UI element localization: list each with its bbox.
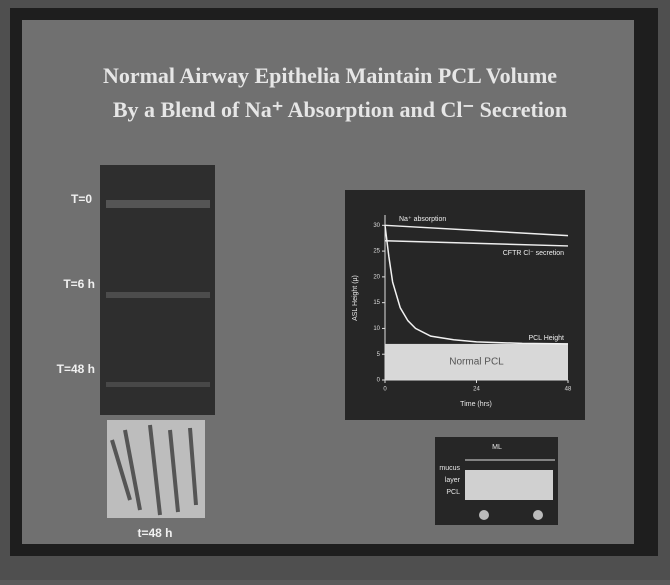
y-tick-label: 25 xyxy=(373,249,380,255)
normal-pcl-band xyxy=(385,343,568,380)
diagram-cell xyxy=(533,510,543,520)
y-tick-label: 15 xyxy=(373,300,380,306)
thumbnail-texture xyxy=(110,424,198,516)
diagram-cell xyxy=(479,510,489,520)
series-label: CFTR Cl⁻ secretion xyxy=(503,250,564,257)
time-label: T=6 h xyxy=(63,277,95,291)
time-label: T=48 h xyxy=(57,362,95,376)
x-tick-label: 48 xyxy=(565,387,572,393)
series-line xyxy=(384,240,569,247)
diagram-row-label: PCL xyxy=(446,489,460,496)
diagram-top: ML xyxy=(492,444,502,451)
x-axis-label: Time (hrs) xyxy=(460,401,492,408)
y-tick-label: 10 xyxy=(373,326,380,332)
y-tick-label: 20 xyxy=(373,274,380,280)
thumbnail-label: t=48 h xyxy=(137,526,172,540)
pcl-layer xyxy=(106,292,210,298)
y-tick-label: 30 xyxy=(373,223,380,229)
y-tick-label: 5 xyxy=(377,352,381,358)
diagram-row-label: mucus xyxy=(439,465,460,472)
diagram-row-label: layer xyxy=(445,477,461,484)
diagram-layer xyxy=(465,470,553,500)
pcl-layer xyxy=(106,382,210,387)
slide-title: Normal Airway Epithelia Maintain PCL Vol… xyxy=(103,63,557,88)
time-label: T=0 xyxy=(71,192,92,206)
pcl-layer xyxy=(106,200,210,208)
x-tick-label: 0 xyxy=(383,387,387,393)
band-label: Normal PCL xyxy=(449,357,504,368)
slide-title: By a Blend of Na⁺ Absorption and Cl⁻ Sec… xyxy=(113,97,567,122)
y-axis-label: ASL Height (µ) xyxy=(352,275,359,321)
y-tick-label: 0 xyxy=(377,378,381,384)
x-tick-label: 24 xyxy=(473,387,480,393)
series-line xyxy=(384,225,569,345)
series-line xyxy=(384,224,569,237)
plot-panel xyxy=(345,190,585,420)
series-label: Na⁺ absorption xyxy=(399,216,446,223)
series-label: PCL Height xyxy=(528,335,564,342)
